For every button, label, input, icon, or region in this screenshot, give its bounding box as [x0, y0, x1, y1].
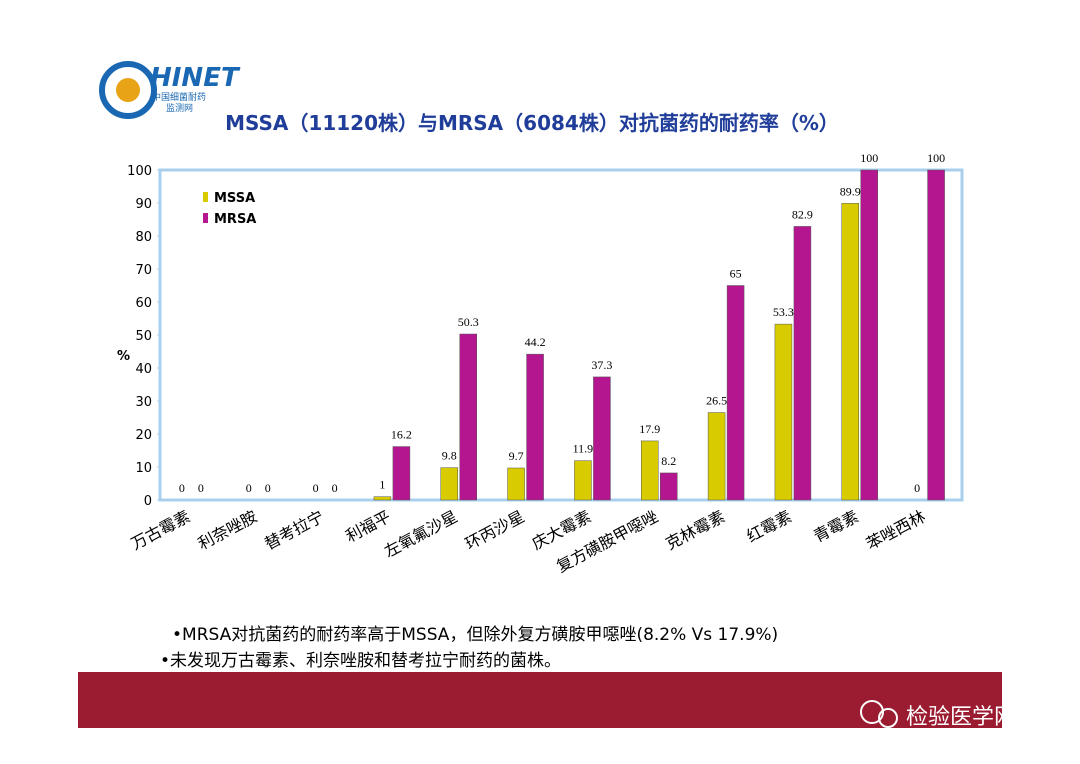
bar [373, 496, 392, 501]
watermark-text: 检验医学网 [906, 705, 1016, 730]
value-label: 82.9 [792, 207, 813, 221]
value-label: 26.5 [706, 394, 727, 408]
value-label: 9.8 [442, 449, 457, 463]
bar [726, 285, 745, 501]
value-label: 37.3 [591, 358, 612, 372]
value-label: 100 [860, 151, 878, 165]
value-label: 53.3 [773, 305, 794, 319]
bar [574, 460, 592, 501]
y-tick-label: 80 [135, 230, 152, 245]
bar [507, 467, 525, 501]
logo-ring [99, 61, 157, 119]
value-label: 1 [379, 478, 385, 492]
footer-band [78, 672, 1002, 728]
note-text: MRSA对抗菌药的耐药率高于MSSA，但除外复方磺胺甲噁唑(8.2% Vs 17… [182, 625, 778, 645]
y-tick-label: 40 [135, 362, 152, 377]
bar [526, 353, 544, 501]
logo-dot [116, 78, 140, 102]
value-label: 0 [914, 481, 920, 495]
value-label: 9.7 [509, 449, 524, 463]
value-label: 50.3 [458, 315, 479, 329]
value-label: 0 [313, 481, 319, 495]
legend-label: MSSA [214, 191, 255, 206]
value-label: 0 [179, 481, 185, 495]
legend-label: MRSA [214, 212, 256, 227]
y-axis-label: % [117, 349, 130, 364]
watermark: 检验医学网 [860, 700, 1016, 730]
y-tick-label: 60 [135, 296, 152, 311]
bar [641, 440, 659, 501]
y-tick-label: 10 [135, 461, 152, 476]
logo-line1: 中国细菌耐药 [152, 91, 206, 103]
watermark-icon [860, 700, 884, 724]
note: •MRSA对抗菌药的耐药率高于MSSA，但除外复方磺胺甲噁唑(8.2% Vs 1… [172, 625, 778, 645]
value-label: 44.2 [525, 335, 546, 349]
value-label: 0 [246, 481, 252, 495]
bar [392, 446, 411, 501]
bar [927, 169, 945, 501]
value-label: 0 [198, 481, 204, 495]
bar [593, 376, 611, 501]
value-label: 89.9 [840, 184, 861, 198]
note-text: 未发现万古霉素、利奈唑胺和替考拉宁耐药的菌株。 [170, 651, 561, 671]
y-tick-label: 20 [135, 428, 152, 443]
plot-frame [158, 168, 964, 502]
note: •未发现万古霉素、利奈唑胺和替考拉宁耐药的菌株。 [160, 651, 561, 671]
legend-swatch [203, 192, 208, 202]
bar [707, 412, 726, 501]
logo-line2: 监测网 [166, 102, 193, 114]
y-tick-label: 50 [135, 329, 152, 344]
value-label: 65 [730, 267, 742, 281]
bar [774, 323, 793, 501]
bar [841, 203, 859, 501]
value-label: 0 [265, 481, 271, 495]
value-label: 0 [332, 481, 338, 495]
y-tick-label: 70 [135, 263, 152, 278]
logo: HINET 中国细菌耐药 监测网 [99, 61, 241, 119]
y-tick-label: 90 [135, 197, 152, 212]
y-tick-label: 100 [127, 164, 152, 179]
y-tick-label: 30 [135, 395, 152, 410]
logo-text: HINET [150, 63, 241, 93]
bar [860, 169, 878, 501]
value-label: 11.9 [573, 442, 594, 456]
value-label: 100 [927, 151, 945, 165]
bar [793, 226, 812, 501]
bar [459, 333, 477, 501]
value-label: 17.9 [639, 422, 660, 436]
y-tick-label: 0 [144, 494, 152, 509]
value-label: 8.2 [661, 454, 676, 468]
legend-swatch [203, 213, 208, 223]
watermark-icon [878, 708, 898, 728]
chart-title: MSSA（11120株）与MRSA（6084株）对抗菌药的耐药率（%） [225, 111, 839, 135]
value-label: 16.2 [391, 428, 412, 442]
bar [660, 472, 678, 501]
bar [440, 467, 458, 501]
